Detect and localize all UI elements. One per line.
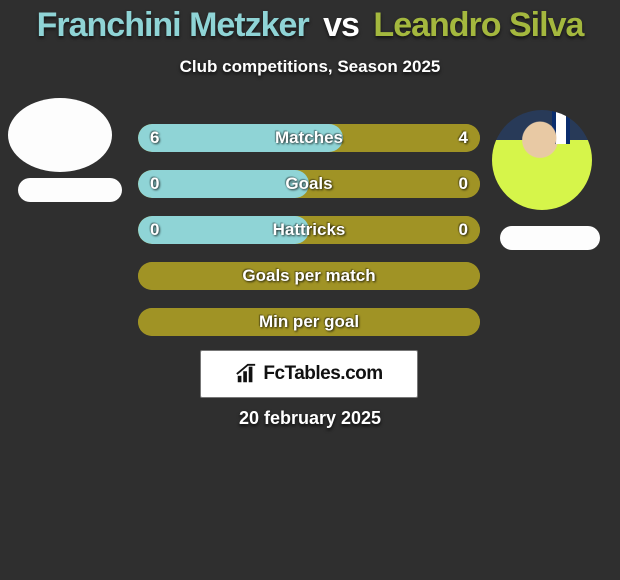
stat-label: Matches <box>138 124 480 152</box>
title-vs: vs <box>323 6 359 44</box>
stat-label: Goals per match <box>138 262 480 290</box>
stat-row: 00Goals <box>138 170 480 198</box>
source-logo: FcTables.com <box>200 350 418 398</box>
stat-label: Hattricks <box>138 216 480 244</box>
stat-row: 64Matches <box>138 124 480 152</box>
player1-avatar <box>8 98 112 172</box>
stat-row: 00Hattricks <box>138 216 480 244</box>
subtitle: Club competitions, Season 2025 <box>0 57 620 77</box>
title-player1: Franchini Metzker <box>37 6 309 44</box>
title-player2: Leandro Silva <box>373 6 583 44</box>
stat-row: Min per goal <box>138 308 480 336</box>
bar-chart-icon <box>235 363 257 385</box>
player2-avatar <box>492 110 592 210</box>
player1-name-pill <box>18 178 122 202</box>
source-logo-text: FcTables.com <box>263 363 382 385</box>
snapshot-date: 20 february 2025 <box>0 408 620 429</box>
stats-bars: 64Matches 00Goals 00Hattricks Goals per mat… <box>138 124 480 354</box>
comparison-title: Franchini Metzker vs Leandro Silva <box>0 0 620 45</box>
stat-label: Min per goal <box>138 308 480 336</box>
stat-row: Goals per match <box>138 262 480 290</box>
stat-label: Goals <box>138 170 480 198</box>
player2-name-pill <box>500 226 600 250</box>
